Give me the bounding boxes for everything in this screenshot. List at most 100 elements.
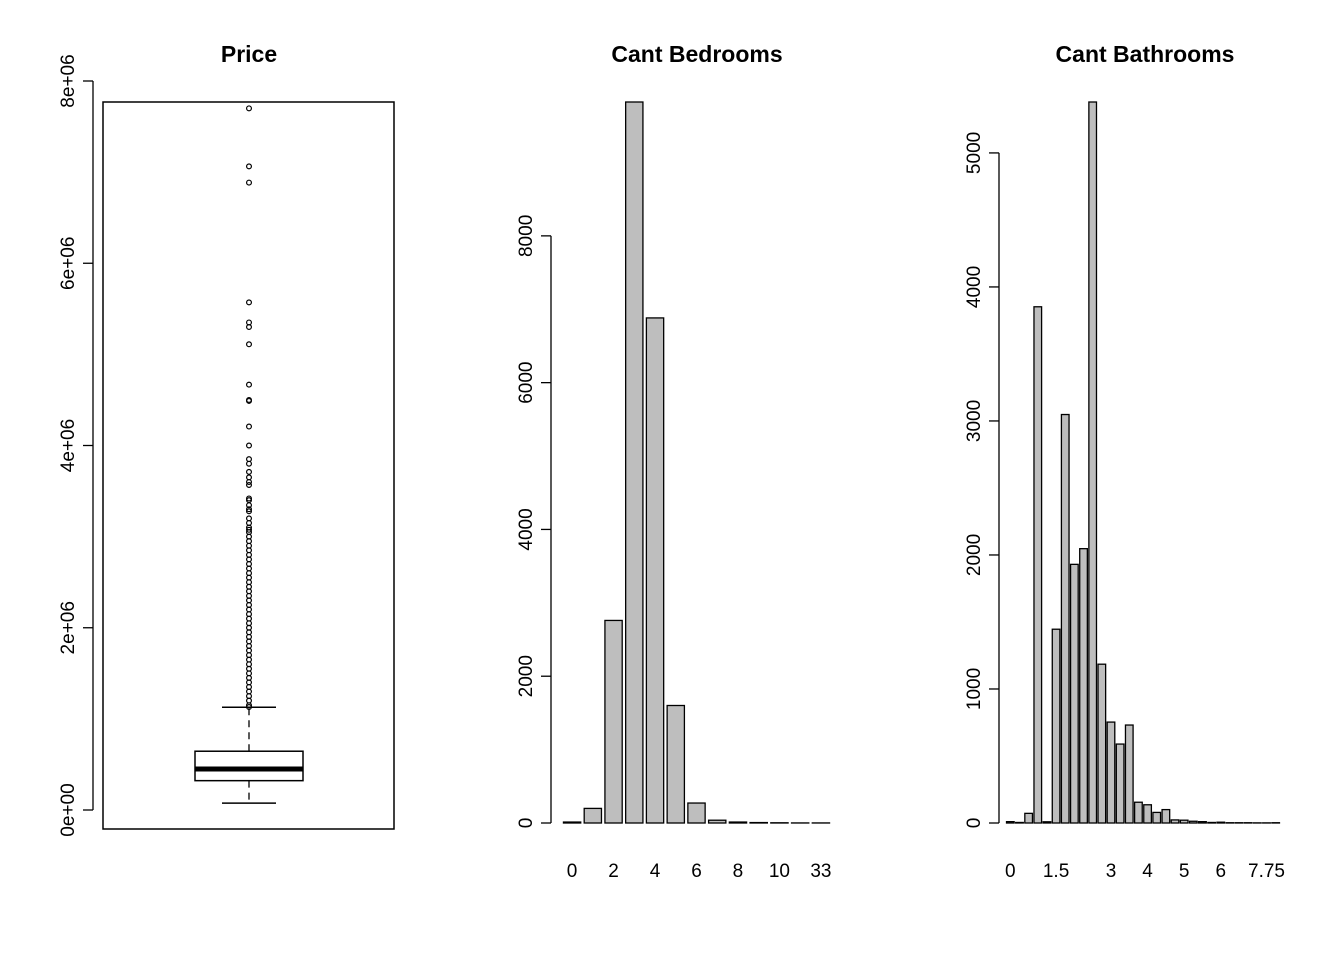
bathrooms-bar — [1042, 821, 1052, 824]
bathrooms-x-tick-label: 7.75 — [1248, 861, 1285, 882]
bathrooms-bar — [1069, 563, 1079, 824]
bathrooms-y-tick-label: 3000 — [964, 400, 985, 442]
bathrooms-y-axis: 0 1000 2000 3000 4000 5000 — [964, 132, 1000, 829]
bathrooms-x-tick-label: 6 — [1215, 861, 1226, 882]
bathrooms-panel: Cant Bathrooms 0 1000 2000 3000 4000 5000 0 1.… — [964, 41, 1285, 882]
bathrooms-bar — [1133, 801, 1143, 824]
price-outlier — [246, 442, 253, 449]
bedrooms-y-tick-label: 8000 — [516, 215, 537, 257]
bathrooms-x-tick-label: 4 — [1142, 861, 1153, 882]
bathrooms-bar — [1179, 819, 1189, 824]
bathrooms-bar — [1024, 812, 1034, 824]
price-outlier — [246, 163, 253, 170]
bathrooms-y-tick-label: 2000 — [964, 534, 985, 576]
bedrooms-bar — [562, 821, 582, 824]
bedrooms-y-tick-label: 2000 — [516, 655, 537, 697]
bathrooms-x-tick-label: 5 — [1179, 861, 1190, 882]
price-y-tick-label: 2e+06 — [58, 601, 79, 654]
price-outlier — [246, 506, 253, 513]
price-y-tick-label: 0e+00 — [58, 783, 79, 836]
bedrooms-x-labels: 0 2 4 6 8 10 33 — [567, 861, 832, 882]
price-outlier — [246, 502, 253, 509]
price-title: Price — [221, 41, 277, 67]
bedrooms-title: Cant Bedrooms — [611, 41, 782, 67]
bathrooms-x-tick-label: 0 — [1005, 861, 1016, 882]
bathrooms-x-tick-label: 3 — [1106, 861, 1117, 882]
bathrooms-bar — [1143, 804, 1153, 824]
bedrooms-x-tick-label: 4 — [650, 861, 661, 882]
price-outlier — [246, 526, 253, 533]
price-outlier — [246, 702, 253, 709]
bathrooms-bar — [1188, 820, 1198, 824]
bedrooms-x-tick-label: 33 — [810, 861, 831, 882]
bedrooms-bar — [604, 619, 623, 824]
bedrooms-x-tick-label: 8 — [733, 861, 744, 882]
bedrooms-y-axis: 0 2000 4000 6000 8000 — [516, 215, 552, 829]
bathrooms-bar — [1198, 821, 1207, 824]
bathrooms-x-tick-label: 1.5 — [1043, 861, 1069, 882]
bedrooms-bar — [687, 802, 706, 824]
bedrooms-x-tick-label: 2 — [608, 861, 619, 882]
bathrooms-bar — [1079, 548, 1088, 824]
bedrooms-bars — [562, 101, 831, 824]
price-outlier — [246, 481, 253, 488]
price-outlier — [246, 460, 253, 467]
bathrooms-bar — [1152, 811, 1162, 824]
bedrooms-bar — [625, 101, 644, 824]
price-outlier — [246, 468, 253, 475]
bathrooms-bar — [1170, 819, 1180, 824]
price-y-tick-label: 4e+06 — [58, 419, 79, 472]
bedrooms-bar — [666, 704, 686, 824]
bedrooms-bar — [645, 317, 665, 824]
bathrooms-bar — [1051, 628, 1061, 824]
price-y-tick-label: 6e+06 — [58, 237, 79, 290]
price-outlier — [246, 478, 253, 485]
bathrooms-y-tick-label: 1000 — [964, 668, 985, 710]
bedrooms-y-tick-label: 6000 — [516, 362, 537, 404]
price-box — [194, 750, 304, 782]
price-boxplot — [194, 105, 304, 804]
bathrooms-bar — [1161, 808, 1171, 824]
bathrooms-y-tick-label: 5000 — [964, 132, 985, 174]
bedrooms-bar — [728, 821, 748, 824]
bedrooms-x-tick-label: 0 — [567, 861, 578, 882]
bathrooms-bar — [1097, 663, 1107, 824]
bathrooms-bar — [1015, 821, 1024, 824]
bathrooms-y-tick-label: 0 — [964, 818, 985, 829]
bathrooms-bar — [1207, 821, 1217, 824]
bathrooms-bar — [1124, 724, 1134, 824]
price-outlier — [246, 324, 253, 331]
price-panel: Price 0e+00 2e+06 4e+06 6e+06 8e+06 — [58, 41, 395, 837]
bathrooms-y-tick-label: 4000 — [964, 266, 985, 308]
bathrooms-bar — [1216, 821, 1226, 824]
bathrooms-bar — [1088, 101, 1098, 824]
bedrooms-x-tick-label: 10 — [769, 861, 790, 882]
price-outlier — [246, 299, 253, 306]
bedrooms-x-tick-label: 6 — [691, 861, 702, 882]
price-y-axis: 0e+00 2e+06 4e+06 6e+06 8e+06 — [58, 54, 94, 837]
bedrooms-bar — [707, 819, 727, 824]
bathrooms-title: Cant Bathrooms — [1056, 41, 1235, 67]
bathrooms-bar — [1115, 743, 1125, 824]
price-plot-frame — [102, 101, 395, 830]
price-outlier — [246, 381, 253, 388]
price-y-tick-label: 8e+06 — [58, 54, 79, 107]
price-outlier — [246, 179, 253, 186]
bedrooms-y-tick-label: 4000 — [516, 508, 537, 550]
price-outlier — [246, 105, 253, 112]
price-outlier — [246, 704, 253, 711]
price-outlier — [246, 423, 253, 430]
bathrooms-bar — [1106, 721, 1116, 824]
bedrooms-y-tick-label: 0 — [516, 818, 537, 829]
bathrooms-x-labels: 0 1.5 3 4 5 6 7.75 — [1005, 861, 1285, 882]
price-outlier — [246, 341, 253, 348]
bathrooms-bar — [1033, 306, 1043, 824]
bedrooms-panel: Cant Bedrooms 0 2000 4000 6000 8000 0 2 4 6 8 10 3… — [516, 41, 831, 882]
bathrooms-bars — [1005, 101, 1281, 824]
price-outlier — [246, 397, 253, 404]
bathrooms-bar — [1005, 821, 1015, 824]
bathrooms-bar — [1060, 413, 1070, 824]
price-outlier — [246, 508, 253, 515]
bedrooms-bar — [583, 807, 603, 824]
